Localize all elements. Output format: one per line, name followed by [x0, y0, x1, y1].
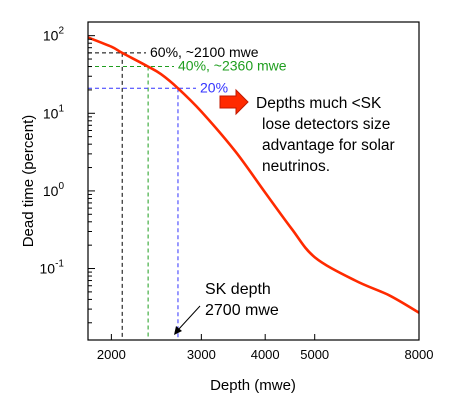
- y-tick-label: 101: [43, 103, 65, 121]
- note-line-4: neutrinos.: [262, 158, 330, 175]
- y-tick-label: 100: [43, 181, 65, 199]
- sk-depth-pointer-head: [174, 326, 182, 335]
- series-layer: [87, 36, 420, 314]
- note-line-1: Depths much <SK: [256, 95, 382, 112]
- y-tick-label: 102: [43, 26, 65, 44]
- sk-depth-label: SK depth: [205, 281, 271, 298]
- y-tick-label: 10-1: [40, 259, 65, 277]
- x-tick-label: 8000: [405, 347, 434, 362]
- x-axis-ticks: 2000 3000 4000 5000 8000: [97, 334, 434, 362]
- dead-time-curve: [87, 36, 420, 314]
- x-tick-label: 2000: [97, 347, 126, 362]
- y-tick-base: 10: [40, 261, 56, 277]
- y-tick-base: 10: [43, 105, 59, 121]
- y-tick-exponent: -1: [55, 259, 64, 270]
- right-arrow-icon: [219, 88, 249, 116]
- y-tick-exponent: 1: [58, 103, 64, 114]
- y-tick-base: 10: [43, 183, 59, 199]
- sk-depth-pointer: [177, 305, 201, 331]
- plot-frame: [87, 21, 420, 341]
- annotation-label: 40%, ~2360 mwe: [178, 58, 287, 74]
- note-line-3: advantage for solar: [262, 137, 395, 154]
- annotation-label: 60%, ~2100 mwe: [150, 44, 259, 60]
- y-tick-exponent: 0: [58, 181, 64, 192]
- x-tick-label: 4000: [251, 347, 280, 362]
- y-tick-base: 10: [43, 28, 59, 44]
- x-tick-label: 5000: [300, 347, 329, 362]
- y-axis-title: Dead time (percent): [20, 115, 37, 248]
- x-axis-title: Depth (mwe): [210, 377, 296, 394]
- note-line-2: lose detectors size: [262, 116, 390, 133]
- annotation-label: 20%: [200, 79, 228, 95]
- guide-lines: [88, 52, 196, 340]
- y-tick-exponent: 2: [58, 26, 64, 37]
- sk-depth-value: 2700 mwe: [205, 302, 279, 319]
- x-tick-label: 3000: [187, 347, 216, 362]
